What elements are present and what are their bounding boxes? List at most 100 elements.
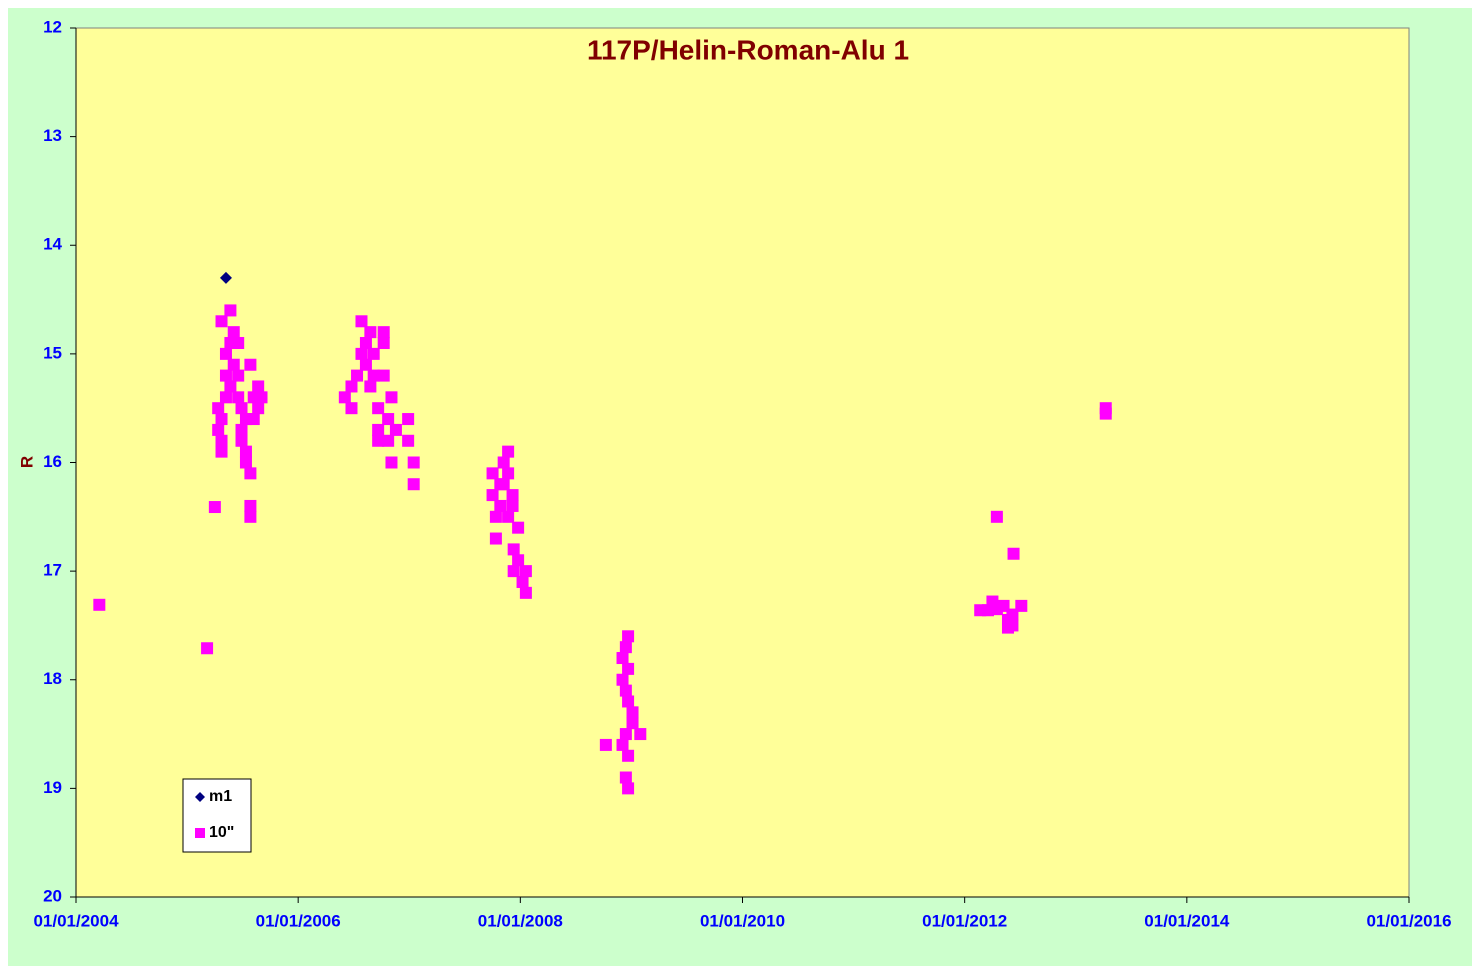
x-tick-label: 01/01/2016 (1366, 911, 1451, 930)
point (215, 413, 228, 426)
point (1007, 547, 1020, 560)
point (355, 347, 368, 360)
point (212, 402, 225, 415)
plot-area (75, 27, 1410, 898)
point (235, 423, 248, 436)
point (215, 445, 228, 458)
point (622, 695, 635, 708)
point (407, 456, 420, 469)
point (244, 510, 257, 523)
point (497, 456, 510, 469)
point (619, 771, 632, 784)
point (626, 717, 639, 730)
point (372, 402, 385, 415)
point (512, 554, 525, 567)
point (502, 510, 515, 523)
point (622, 630, 635, 643)
point (232, 391, 245, 404)
point (616, 652, 629, 665)
y-tick-label: 18 (43, 669, 62, 688)
point (519, 586, 532, 599)
legend-label: m1 (209, 788, 232, 805)
point (224, 380, 237, 393)
point (227, 358, 240, 371)
point (338, 391, 351, 404)
point (506, 489, 519, 502)
x-tick-label: 01/01/2012 (922, 911, 1007, 930)
y-tick-label: 16 (43, 452, 62, 471)
point (486, 467, 499, 480)
point (622, 662, 635, 675)
point (402, 413, 415, 426)
point (507, 543, 520, 556)
point (402, 434, 415, 447)
point (244, 499, 257, 512)
point (389, 423, 402, 436)
point (506, 499, 519, 512)
x-tick-label: 01/01/2010 (700, 911, 785, 930)
point (619, 728, 632, 741)
x-tick-label: 01/01/2006 (256, 911, 341, 930)
y-tick-label: 14 (43, 235, 62, 254)
point (247, 413, 260, 426)
point (1015, 599, 1028, 612)
legend-box (182, 778, 252, 853)
point (622, 749, 635, 762)
point (489, 532, 502, 545)
point (382, 434, 395, 447)
point (382, 413, 395, 426)
point (619, 684, 632, 697)
point (239, 445, 252, 458)
legend: m1 10" (182, 778, 252, 853)
point (622, 782, 635, 795)
point (355, 315, 368, 328)
point (232, 369, 245, 382)
y-tick-label: 20 (43, 886, 62, 905)
point (507, 565, 520, 578)
point (232, 337, 245, 350)
point (364, 380, 377, 393)
point (1006, 619, 1019, 632)
point (372, 434, 385, 447)
point (364, 326, 377, 339)
point (219, 391, 232, 404)
point (599, 738, 612, 751)
x-tick-label: 01/01/2008 (478, 911, 563, 930)
point (377, 337, 390, 350)
point (502, 445, 515, 458)
legend-label: 10" (209, 824, 234, 841)
point (385, 391, 398, 404)
point (359, 337, 372, 350)
point (224, 304, 237, 317)
y-axis-label: R (17, 456, 36, 468)
point (619, 641, 632, 654)
point (345, 402, 358, 415)
point (235, 434, 248, 447)
point (512, 521, 525, 534)
point (367, 347, 380, 360)
point (255, 391, 268, 404)
point (359, 358, 372, 371)
point (219, 271, 232, 284)
y-tick-label: 19 (43, 778, 62, 797)
point (252, 380, 265, 393)
point (486, 489, 499, 502)
y-tick-label: 17 (43, 561, 62, 580)
x-tick-label: 01/01/2004 (33, 911, 119, 930)
point (212, 423, 225, 436)
y-tick-label: 12 (43, 17, 62, 36)
point (227, 326, 240, 339)
point (407, 478, 420, 491)
point (208, 501, 221, 514)
y-tick-label: 13 (43, 126, 62, 145)
point (201, 642, 214, 655)
point (634, 728, 647, 741)
legend-marker (195, 828, 205, 838)
point (489, 510, 502, 523)
point (990, 510, 1003, 523)
y-tick-label: 15 (43, 343, 62, 362)
x-tick-label: 01/01/2014 (1144, 911, 1230, 930)
legend-marker (195, 792, 205, 802)
